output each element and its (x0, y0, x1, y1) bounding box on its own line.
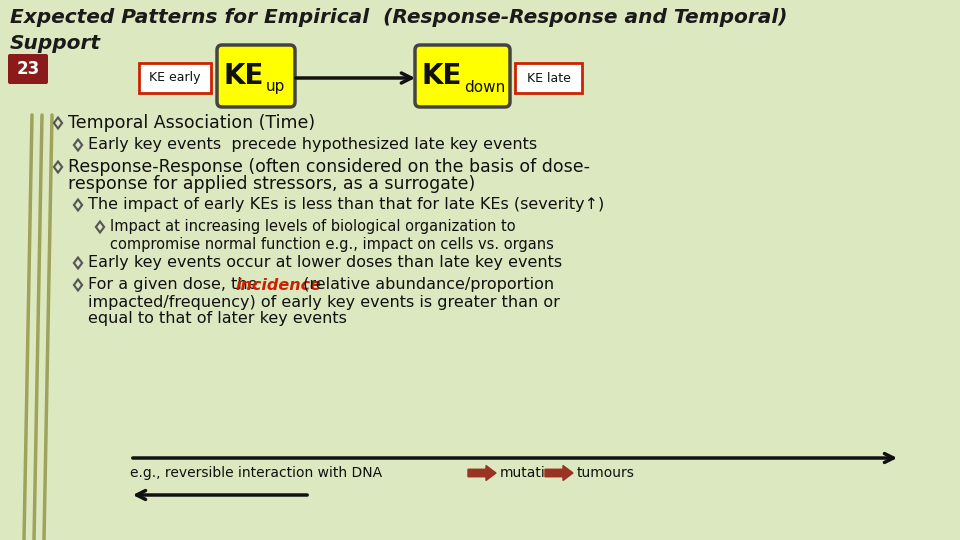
Text: down: down (465, 79, 506, 94)
Text: impacted/frequency) of early key events is greater than or: impacted/frequency) of early key events … (88, 294, 560, 309)
FancyArrow shape (468, 465, 496, 481)
FancyBboxPatch shape (415, 45, 510, 107)
Text: KE: KE (421, 62, 462, 90)
FancyBboxPatch shape (8, 54, 48, 84)
Text: The impact of early KEs is less than that for late KEs (severity↑): The impact of early KEs is less than tha… (88, 198, 604, 213)
Text: compromise normal function e.g., impact on cells vs. organs: compromise normal function e.g., impact … (110, 237, 554, 252)
Text: e.g., reversible interaction with DNA: e.g., reversible interaction with DNA (130, 466, 382, 480)
Text: tumours: tumours (577, 466, 635, 480)
Text: incidence: incidence (236, 278, 322, 293)
Text: up: up (265, 79, 285, 94)
Text: For a given dose, the: For a given dose, the (88, 278, 263, 293)
Text: Impact at increasing levels of biological organization to: Impact at increasing levels of biologica… (110, 219, 516, 234)
Text: response for applied stressors, as a surrogate): response for applied stressors, as a sur… (68, 175, 475, 193)
FancyArrow shape (545, 465, 573, 481)
Text: KE: KE (224, 62, 264, 90)
Text: Support: Support (10, 34, 101, 53)
Text: KE late: KE late (527, 71, 570, 84)
FancyBboxPatch shape (139, 63, 211, 93)
Text: Early key events occur at lower doses than late key events: Early key events occur at lower doses th… (88, 255, 563, 271)
Text: Expected Patterns for Empirical  (Response-Response and Temporal): Expected Patterns for Empirical (Respons… (10, 8, 787, 27)
Text: KE early: KE early (149, 71, 201, 84)
Text: mutation: mutation (500, 466, 563, 480)
FancyBboxPatch shape (217, 45, 295, 107)
Text: Response-Response (often considered on the basis of dose-: Response-Response (often considered on t… (68, 158, 590, 176)
Text: Early key events  precede hypothesized late key events: Early key events precede hypothesized la… (88, 138, 538, 152)
Text: Temporal Association (Time): Temporal Association (Time) (68, 114, 315, 132)
Text: (relative abundance/proportion: (relative abundance/proportion (298, 278, 554, 293)
FancyBboxPatch shape (515, 63, 582, 93)
Text: equal to that of later key events: equal to that of later key events (88, 312, 347, 327)
Text: 23: 23 (16, 60, 39, 78)
